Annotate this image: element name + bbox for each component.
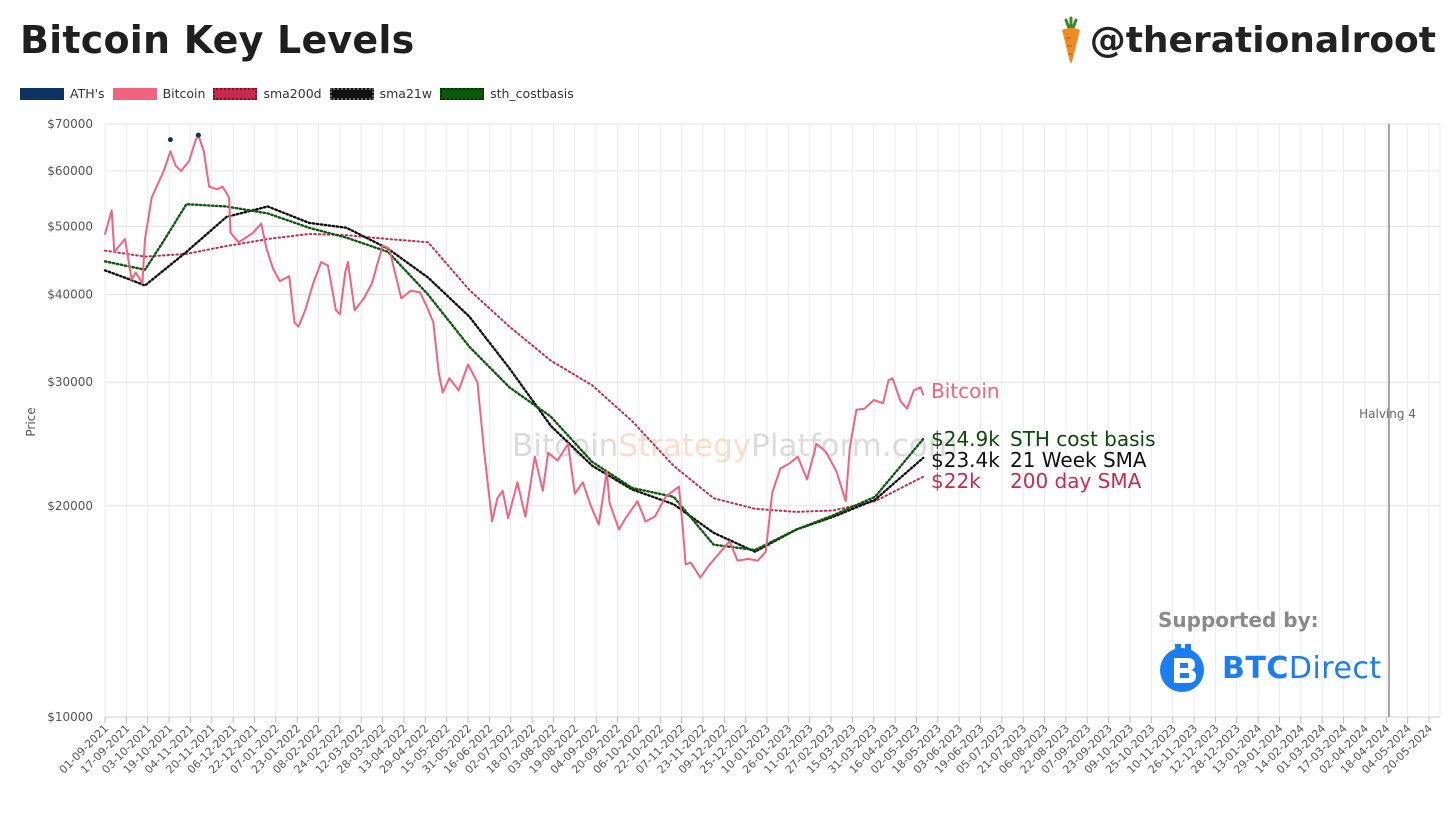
halving-marker: Halving 4 [1359, 124, 1416, 717]
legend-item-sma200d[interactable]: sma200d [213, 86, 322, 101]
legend-item-ath[interactable]: ATH's [20, 86, 105, 101]
legend-swatch-sma21w [329, 87, 374, 100]
annotation-sma21w-value: $23.4k [931, 448, 1000, 472]
svg-text:BitcoinStrategyPlatform.com: BitcoinStrategyPlatform.com [512, 428, 958, 464]
legend-label-sma200d: sma200d [263, 86, 322, 101]
halving-label: Halving 4 [1359, 407, 1416, 421]
annotation-sma200d-value: $22k [931, 469, 981, 493]
series-line-sth-costbasis [103, 203, 925, 552]
legend-swatch-sth [440, 87, 485, 100]
annotations: Bitcoin $24.9k STH cost basis $23.4k 21 … [931, 379, 1156, 493]
legend-item-bitcoin[interactable]: Bitcoin [112, 86, 206, 101]
y-tick-label: $40000 [47, 288, 93, 302]
legend-label-sth: sth_costbasis [490, 86, 574, 101]
grid [104, 123, 1441, 718]
btc-direct-regular: Direct [1288, 650, 1382, 686]
legend-label-ath: ATH's [70, 86, 105, 101]
btc-direct-icon [1160, 644, 1204, 692]
legend-label-bitcoin: Bitcoin [162, 86, 206, 101]
annotation-bitcoin: Bitcoin [931, 379, 1000, 403]
annotation-sth-label: STH cost basis [1010, 427, 1156, 451]
ath-point [195, 132, 201, 138]
series-line-sma200d [104, 232, 925, 513]
watermark-part-2: Strategy [618, 428, 751, 464]
legend-label-sma21w: sma21w [379, 86, 433, 101]
legend-swatch-ath [20, 87, 64, 100]
watermark-part-1: Bitcoin [512, 428, 618, 464]
series [103, 132, 925, 579]
btc-direct-logo[interactable]: BTCDirect [1158, 640, 1382, 696]
y-tick-label: $70000 [47, 117, 93, 131]
brand: @therationalroot [1058, 16, 1436, 64]
brand-handle: @therationalroot [1089, 19, 1436, 61]
legend-swatch-bitcoin [112, 87, 157, 100]
watermark: BitcoinStrategyPlatform.com [512, 428, 958, 464]
btc-direct-wordmark: BTCDirect [1222, 651, 1382, 686]
ath-point [167, 137, 173, 143]
legend-swatch-sma200d [213, 87, 258, 100]
x-axis: 01-09-202117-09-202103-10-202119-10-2021… [57, 717, 1435, 776]
legend-item-sma21w[interactable]: sma21w [329, 86, 433, 101]
y-tick-label: $50000 [47, 220, 93, 234]
y-tick-label: $10000 [47, 710, 93, 724]
chart-title: Bitcoin Key Levels [20, 18, 415, 62]
carrot-icon [1061, 16, 1080, 63]
y-tick-label: $20000 [47, 499, 93, 513]
y-tick-label: $60000 [47, 164, 93, 178]
annotation-sth-value: $24.9k [931, 427, 1000, 451]
y-axis-label: Price [24, 407, 38, 436]
series-line-sma21w [103, 205, 925, 553]
supported-by-label: Supported by: [1158, 608, 1319, 632]
y-axis: $10000 $20000 $30000 $40000 $50000 $60000 $700… [47, 117, 93, 724]
legend-item-sth[interactable]: sth_costbasis [440, 86, 574, 101]
watermark-part-3: Platform.com [751, 428, 958, 464]
annotation-sma21w-label: 21 Week SMA [1010, 448, 1147, 472]
series-line-bitcoin [104, 134, 925, 579]
annotation-sma200d-label: 200 day SMA [1010, 469, 1142, 493]
chart-legend: ATH's Bitcoin sma200d sma21w sth_costbas… [20, 86, 582, 101]
btc-direct-bold: BTC [1222, 650, 1289, 686]
y-tick-label: $30000 [47, 375, 93, 389]
